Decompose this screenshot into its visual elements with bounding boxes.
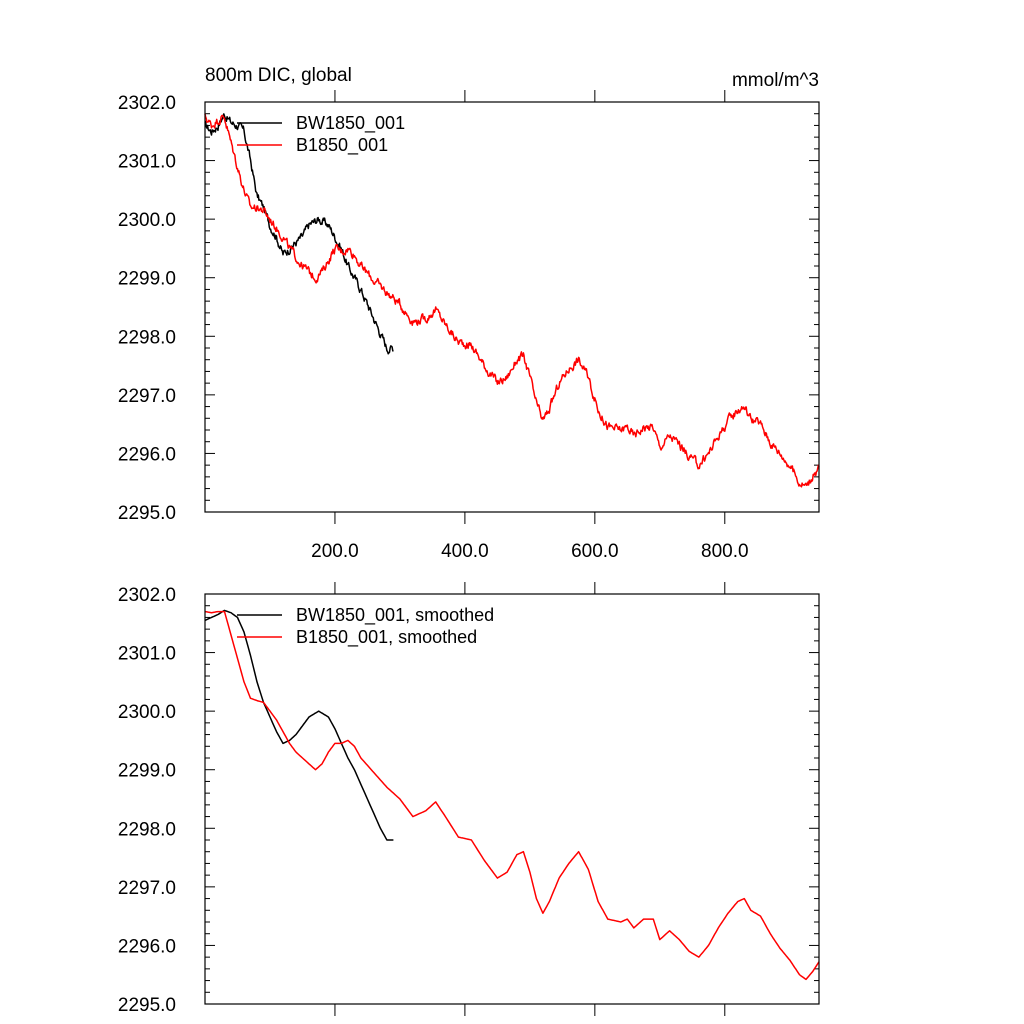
panel-bottom: 2295.0 2296.0 2297.0 2298.0 2299.0 2300.0 2301… [118, 582, 820, 1016]
y-tick-label: 2295.0 [118, 503, 176, 524]
x-tick-label: 200.0 [311, 541, 359, 562]
series-line-black [204, 609, 394, 841]
legend-label: B1850_001, smoothed [296, 627, 477, 648]
legend-label: B1850_001 [296, 135, 388, 156]
legend-label: BW1850_001 [296, 113, 405, 134]
x-tick-label: 600.0 [571, 541, 619, 562]
y-tick-label: 2299.0 [118, 761, 176, 782]
axes-bottom: 2295.0 2296.0 2297.0 2298.0 2299.0 2300.0 2301… [118, 582, 819, 1016]
y-tick-label: 2297.0 [118, 878, 176, 899]
series-line-black [204, 113, 394, 355]
chart-units: mmol/m^3 [732, 70, 819, 91]
y-tick-label: 2297.0 [118, 386, 176, 407]
chart-title: 800m DIC, global [205, 65, 352, 86]
y-tick-label: 2298.0 [118, 819, 176, 840]
series-line-red [204, 113, 820, 488]
y-tick-label: 2302.0 [118, 585, 176, 606]
y-tick-label: 2295.0 [118, 995, 176, 1016]
y-tick-label: 2298.0 [118, 327, 176, 348]
series-group-top [204, 113, 820, 488]
legend-label: BW1850_001, smoothed [296, 605, 494, 626]
plot-frame-bottom [204, 593, 820, 1005]
y-tick-label: 2301.0 [118, 644, 176, 665]
axes-top: 2295.0 2296.0 2297.0 2298.0 2299.0 2300.0 2301… [118, 90, 819, 562]
panel-top: 800m DIC, global mmol/m^3 2295.02296.022… [118, 65, 820, 562]
y-tick-label: 2296.0 [118, 936, 176, 957]
series-line-red [204, 610, 820, 981]
y-tick-label: 2296.0 [118, 444, 176, 465]
plot-frame-top [204, 101, 820, 513]
y-tick-label: 2302.0 [118, 93, 176, 114]
series-group-bottom [204, 609, 820, 981]
y-tick-label: 2299.0 [118, 269, 176, 290]
x-tick-label: 800.0 [701, 541, 749, 562]
y-tick-label: 2300.0 [118, 702, 176, 723]
y-tick-label: 2301.0 [118, 152, 176, 173]
y-tick-label: 2300.0 [118, 210, 176, 231]
x-tick-label: 400.0 [441, 541, 489, 562]
